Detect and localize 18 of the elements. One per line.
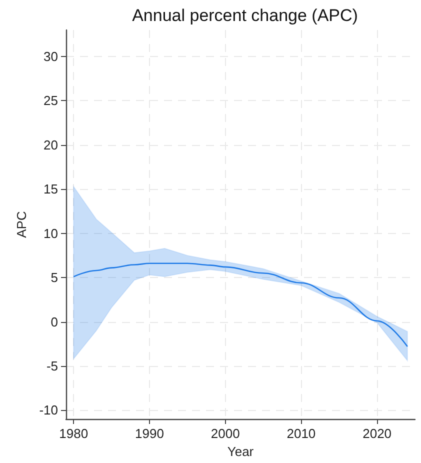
y-tick-label: 20 [44, 137, 58, 152]
y-tick-label: 0 [50, 314, 58, 330]
y-tick-label: 10 [44, 226, 58, 241]
x-tick-label: 1980 [59, 426, 88, 441]
x-tick-label: 2020 [362, 426, 392, 441]
y-tick-label: 5 [50, 270, 58, 286]
y-tick-label: 25 [44, 93, 58, 108]
y-tick-label: 15 [44, 182, 58, 197]
line-series [72, 262, 408, 348]
x-tick-label: 2010 [286, 426, 316, 441]
y-tick-label: -5 [46, 358, 58, 374]
x-tick-label: 1990 [134, 426, 164, 441]
x-tick-label: 2000 [210, 426, 240, 441]
y-tick-label: 30 [44, 49, 58, 64]
x-axis-title: Year [227, 444, 254, 459]
y-axis-title: APC [14, 211, 29, 238]
chart-title: Annual percent change (APC) [132, 6, 358, 25]
y-tick-label: -10 [39, 402, 58, 418]
